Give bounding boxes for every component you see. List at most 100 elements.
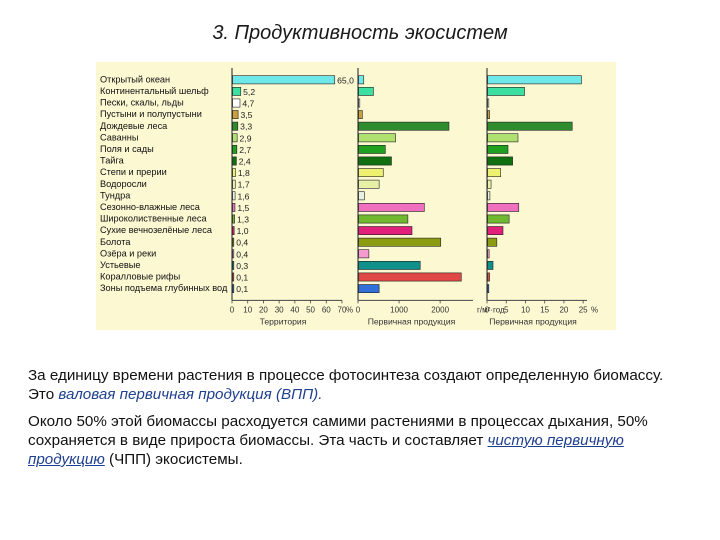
bar [232, 98, 241, 108]
p1-text: За единицу времени растения в процессе ф… [28, 367, 664, 403]
data-label: 4,7 [242, 99, 254, 109]
bar [487, 98, 490, 108]
data-label: 2,7 [239, 145, 251, 155]
category-label: Пески, скалы, льды [100, 98, 184, 108]
bar [358, 249, 370, 259]
data-label: 0,3 [236, 261, 248, 271]
tick-label: 2000 [431, 305, 449, 314]
tick-label: 0 [356, 305, 361, 314]
productivity-chart: Открытый океан Континентальный шельф Пески… [96, 62, 616, 330]
bar [487, 226, 504, 235]
tick-label: 70 [338, 305, 347, 314]
bar [232, 145, 238, 154]
bar [358, 145, 386, 154]
bar [358, 75, 365, 85]
bar [232, 260, 235, 270]
category-label: Поля и сады [100, 144, 154, 154]
category-label: Водоросли [100, 179, 147, 189]
bar [232, 237, 235, 247]
bar [487, 191, 491, 201]
bar [232, 133, 238, 143]
bar [358, 87, 374, 96]
bar [358, 226, 413, 235]
bar [487, 237, 498, 247]
bar [487, 121, 573, 131]
slide-title: 3. Продуктивность экосистем [212, 22, 508, 44]
category-label: Дождевые леса [100, 121, 168, 131]
bar [358, 237, 442, 247]
bar [232, 214, 235, 224]
bar [487, 284, 490, 293]
tick-label: 10 [243, 305, 252, 314]
data-label: 1,8 [238, 168, 250, 178]
tick-label: 20 [559, 305, 568, 314]
data-label: 3,5 [241, 110, 253, 120]
tick-label: 30 [275, 305, 284, 314]
category-label: Саванны [100, 132, 139, 142]
bar [358, 110, 363, 119]
category-label: Тайга [100, 156, 125, 166]
tick-label: 0 [230, 305, 235, 314]
category-label: Озёра и реки [100, 248, 156, 258]
bar [487, 75, 582, 85]
bar [232, 272, 235, 282]
chart-background [96, 62, 616, 330]
data-label: 1,6 [238, 191, 250, 201]
category-label: Континентальный шельф [100, 86, 209, 96]
unit-label: г/м²·год [477, 305, 505, 314]
bar [487, 156, 513, 166]
bar [487, 272, 490, 282]
bar [358, 272, 462, 282]
category-label: Пустыни и полупустыни [100, 109, 202, 119]
category-label: Устьевые [100, 260, 141, 270]
bar [358, 191, 365, 201]
bar [487, 168, 501, 177]
bar [487, 260, 494, 270]
tick-label: 10 [521, 305, 530, 314]
net-production-term: чистую первичную продукцию [28, 432, 624, 468]
bar [232, 284, 235, 293]
bar [358, 214, 409, 224]
bar [487, 214, 510, 224]
bar [487, 145, 509, 154]
bar [358, 156, 392, 166]
tick-label: 20 [259, 305, 268, 314]
tick-label: 5 [504, 305, 509, 314]
category-label: Зоны подъема глубинных вод [100, 283, 228, 293]
paragraph-1: За единицу времени растения в процессе ф… [28, 366, 688, 404]
data-label: 1,3 [237, 215, 249, 225]
tick-label: 0 [485, 305, 490, 314]
bar [232, 203, 236, 212]
tick-label: 1000 [390, 305, 408, 314]
bar [358, 121, 450, 131]
category-label: Болота [100, 237, 131, 247]
bar [358, 203, 425, 212]
category-label: Тундра [100, 190, 131, 200]
data-label: 1,5 [237, 203, 249, 213]
bar [358, 133, 396, 143]
gross-production-term: валовая первичная продукция (ВПП). [58, 386, 323, 403]
bar [232, 110, 239, 119]
bar [232, 226, 235, 235]
unit-label: % [346, 305, 353, 314]
category-label: Сухие вечнозелёные леса [100, 225, 213, 235]
data-label: 1,0 [237, 226, 249, 236]
data-label: 1,7 [238, 180, 250, 190]
bar [232, 75, 336, 85]
bar [487, 179, 492, 189]
tick-label: 60 [322, 305, 331, 314]
category-label: Коралловые рифы [100, 272, 180, 282]
data-label: 3,3 [240, 122, 252, 132]
bar [358, 179, 380, 189]
p2-text-end: (ЧПП) экосистемы. [104, 451, 243, 468]
p2-text: Около 50% этой биомассы расходуется сами… [28, 413, 648, 449]
unit-label: % [591, 305, 598, 314]
bar [358, 260, 421, 270]
x-axis-label: Первичная продукция [368, 316, 456, 326]
bar [358, 284, 380, 293]
bar [232, 156, 237, 166]
data-label: 0,4 [236, 249, 248, 259]
bar [358, 168, 384, 177]
bar [232, 191, 236, 201]
bar [232, 121, 239, 131]
